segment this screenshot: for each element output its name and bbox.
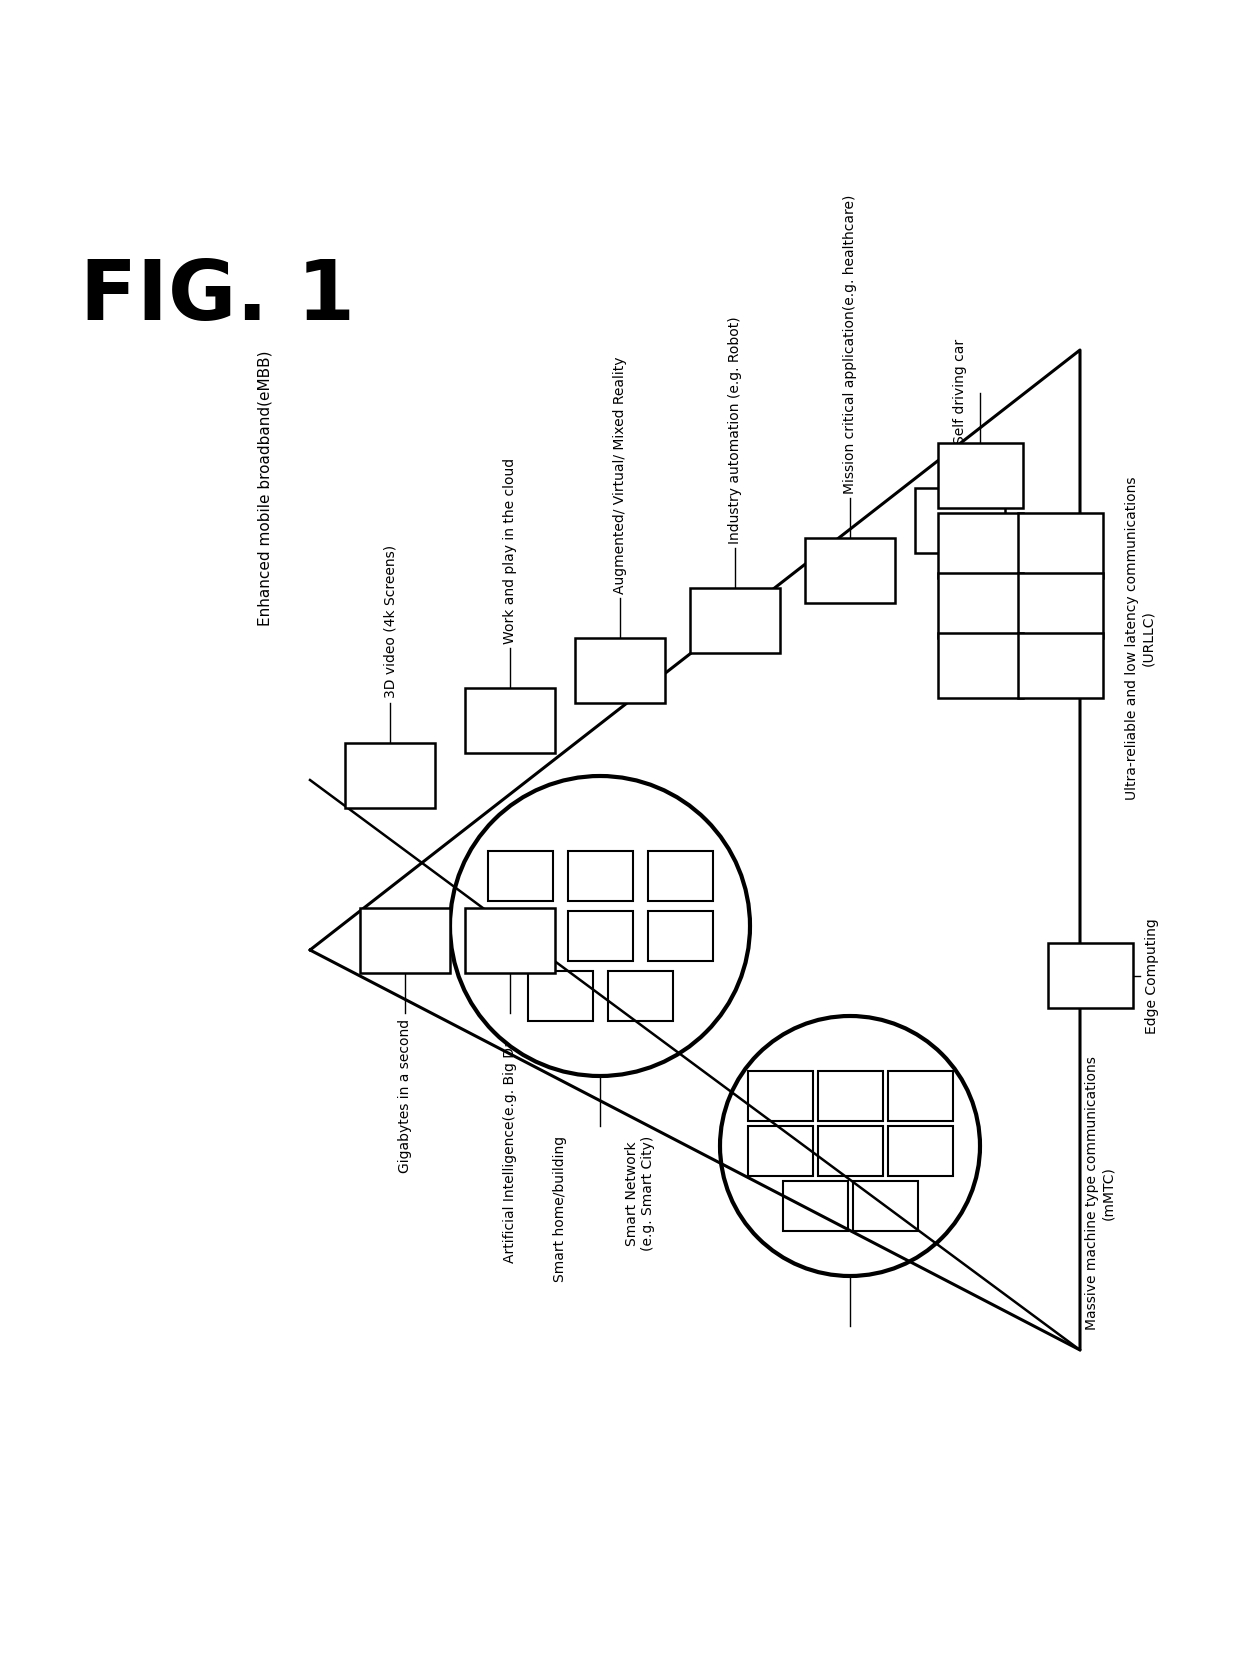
Text: Artificial Intelligence(e.g. Big Data): Artificial Intelligence(e.g. Big Data) <box>503 1019 517 1262</box>
Text: Ultra-reliable and low latency communications
(URLLC): Ultra-reliable and low latency communica… <box>1125 476 1156 799</box>
Bar <box>1018 634 1102 699</box>
Bar <box>487 912 553 960</box>
Bar <box>689 588 780 654</box>
Bar <box>937 444 1023 508</box>
Text: FIG. 1: FIG. 1 <box>81 256 355 337</box>
Bar <box>748 1126 812 1177</box>
Text: Self driving car: Self driving car <box>954 339 967 444</box>
Bar <box>937 634 1023 699</box>
Bar <box>1018 513 1102 578</box>
Bar <box>1048 944 1132 1009</box>
Bar <box>568 912 632 960</box>
Bar <box>1018 573 1102 639</box>
Circle shape <box>450 776 750 1076</box>
Text: Smart Network
(e.g. Smart City): Smart Network (e.g. Smart City) <box>625 1136 655 1252</box>
Bar <box>853 1182 918 1230</box>
Circle shape <box>720 1016 980 1275</box>
Bar <box>608 970 672 1021</box>
Bar <box>360 908 450 974</box>
Bar <box>647 851 713 902</box>
Bar <box>575 639 665 704</box>
Text: Smart home/building: Smart home/building <box>553 1136 567 1282</box>
Text: 3D video (4k Screens): 3D video (4k Screens) <box>383 545 397 699</box>
Text: Enhanced mobile broadband(eMBB): Enhanced mobile broadband(eMBB) <box>258 350 273 627</box>
Bar <box>647 912 713 960</box>
Bar <box>465 689 556 754</box>
Bar <box>888 1126 952 1177</box>
Text: Mission critical application(e.g. healthcare): Mission critical application(e.g. health… <box>843 194 857 493</box>
Bar <box>888 1071 952 1121</box>
Bar <box>817 1071 883 1121</box>
Text: Edge Computing: Edge Computing <box>1145 918 1159 1034</box>
Text: Gigabytes in a second: Gigabytes in a second <box>398 1019 412 1173</box>
Bar <box>465 908 556 974</box>
Text: Augmented/ Virtual/ Mixed Reality: Augmented/ Virtual/ Mixed Reality <box>613 355 627 593</box>
Bar <box>817 1126 883 1177</box>
Bar <box>345 744 435 808</box>
Text: Industry automation (e.g. Robot): Industry automation (e.g. Robot) <box>728 315 742 543</box>
Text: Work and play in the cloud: Work and play in the cloud <box>503 458 517 644</box>
Bar <box>937 573 1023 639</box>
Bar <box>487 851 553 902</box>
Bar <box>915 488 1004 553</box>
Bar <box>937 513 1023 578</box>
Bar <box>805 538 895 603</box>
Bar <box>782 1182 847 1230</box>
Bar <box>568 851 632 902</box>
Text: Massive machine type communications
(mMTC): Massive machine type communications (mMT… <box>1085 1056 1115 1329</box>
Bar <box>527 970 593 1021</box>
Bar <box>748 1071 812 1121</box>
Text: Voice: Voice <box>723 1136 737 1173</box>
